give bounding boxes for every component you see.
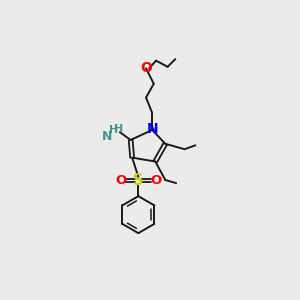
Text: H: H bbox=[114, 124, 123, 134]
Text: O: O bbox=[140, 61, 152, 75]
Text: O: O bbox=[115, 174, 126, 187]
Text: N: N bbox=[147, 122, 159, 136]
Text: N: N bbox=[102, 130, 112, 142]
Text: S: S bbox=[133, 173, 144, 188]
Text: H: H bbox=[109, 125, 118, 135]
Text: O: O bbox=[150, 174, 162, 187]
